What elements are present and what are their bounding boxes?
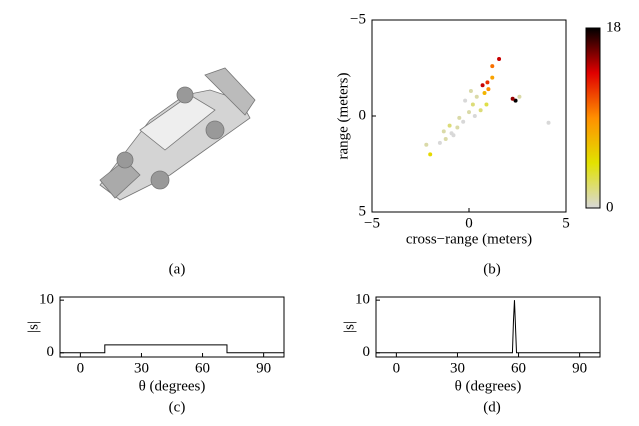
scatter-point xyxy=(428,152,433,157)
scatter-point xyxy=(447,123,452,128)
colorbar-tick-label: 0 xyxy=(606,199,614,215)
y-axis-label: |s| xyxy=(25,321,41,333)
caption: (c) xyxy=(169,399,186,415)
data-line xyxy=(60,344,284,354)
y-tick-label: 0 xyxy=(359,107,367,123)
scatter-point xyxy=(437,140,442,145)
data-line xyxy=(376,300,600,354)
scatter-point xyxy=(457,115,462,120)
scatter-point xyxy=(546,120,551,125)
scatter-point xyxy=(480,83,485,88)
x-tick-label: 60 xyxy=(511,360,526,376)
caption: (d) xyxy=(483,399,501,415)
plot-frame xyxy=(375,296,601,358)
scatter-point xyxy=(513,98,518,103)
scatter-point xyxy=(497,56,502,61)
scatter-point xyxy=(463,98,468,103)
scatter-point xyxy=(474,94,479,99)
scatter-point xyxy=(486,87,491,92)
scatter-point xyxy=(490,75,495,80)
x-axis-label: θ (degrees) xyxy=(455,378,522,394)
colorbar-tick-label: 18 xyxy=(606,19,621,35)
scatter-point xyxy=(424,142,429,147)
colorbar xyxy=(585,27,601,209)
y-tick-label: 5 xyxy=(359,203,367,219)
scatter-point xyxy=(467,110,471,115)
x-axis-label: cross−range (meters) xyxy=(406,231,532,247)
x-tick-label: 90 xyxy=(572,360,587,376)
scatter-point xyxy=(451,133,456,138)
caption: (b) xyxy=(483,261,501,277)
scatter-point xyxy=(468,89,473,94)
y-tick-label: 0 xyxy=(363,344,371,360)
scatter-point xyxy=(485,80,490,85)
scatter-point xyxy=(490,64,495,69)
scatter-point xyxy=(482,90,487,95)
x-tick-label: 5 xyxy=(562,215,570,231)
x-tick-label: 90 xyxy=(256,360,271,376)
caption: (a) xyxy=(169,261,186,277)
y-tick-label: −5 xyxy=(350,11,366,27)
x-axis-label: θ (degrees) xyxy=(139,378,206,394)
scatter-point xyxy=(441,129,446,134)
scatter-point xyxy=(484,102,489,107)
y-tick-label: 0 xyxy=(47,344,55,360)
vehicle-image xyxy=(99,67,256,201)
scatter-point xyxy=(470,102,475,107)
y-tick-label: 10 xyxy=(39,292,54,308)
y-axis-label: range (meters) xyxy=(335,72,351,159)
scatter-point xyxy=(443,137,448,142)
plot-frame xyxy=(371,19,567,213)
scatter-point xyxy=(517,94,522,99)
scatter-point xyxy=(510,96,515,101)
x-tick-label: 0 xyxy=(77,360,85,376)
y-tick-label: 10 xyxy=(355,292,370,308)
scatter-point xyxy=(455,125,460,130)
scatter-point xyxy=(472,114,477,118)
x-tick-label: 30 xyxy=(450,360,465,376)
scatter-point xyxy=(478,108,483,113)
x-tick-label: 60 xyxy=(195,360,210,376)
x-tick-label: 0 xyxy=(393,360,401,376)
x-tick-label: −5 xyxy=(364,215,380,231)
y-axis-label: |s| xyxy=(341,321,357,333)
plot-frame xyxy=(59,296,285,358)
x-tick-label: 30 xyxy=(134,360,149,376)
x-tick-label: 0 xyxy=(465,215,473,231)
scatter-point xyxy=(461,119,466,124)
